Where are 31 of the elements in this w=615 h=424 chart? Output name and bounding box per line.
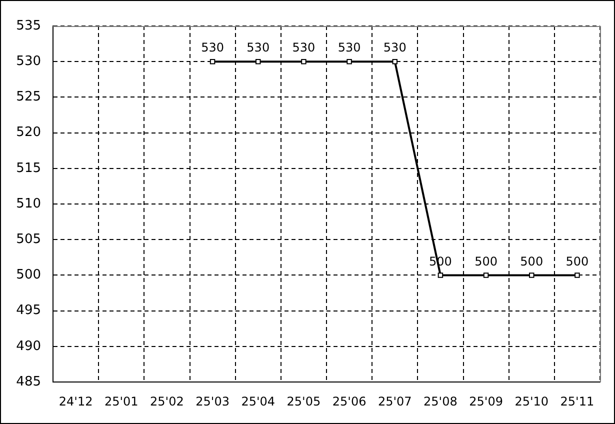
y-tick-label: 500 bbox=[16, 268, 41, 283]
y-tick-label: 535 bbox=[16, 18, 41, 34]
y-tick-label: 510 bbox=[16, 196, 41, 212]
x-tick-label: 25'05 bbox=[286, 394, 321, 408]
x-tick-label: 25'09 bbox=[469, 394, 503, 408]
y-tick-label: 520 bbox=[16, 125, 41, 140]
x-tick-label: 25'07 bbox=[378, 394, 412, 408]
x-tick-label: 25'06 bbox=[332, 394, 366, 408]
y-tick-label: 490 bbox=[16, 338, 41, 354]
y-tick-label: 495 bbox=[16, 303, 41, 318]
data-label: 530 bbox=[383, 40, 406, 55]
y-tick-label: 525 bbox=[16, 90, 41, 105]
x-tick-label: 25'08 bbox=[424, 394, 458, 408]
x-tick-label: 25'03 bbox=[196, 394, 230, 408]
data-label: 530 bbox=[338, 40, 361, 55]
y-tick-label: 530 bbox=[16, 54, 41, 69]
x-tick-label: 25'01 bbox=[104, 394, 138, 408]
x-tick-label: 25'11 bbox=[560, 394, 594, 408]
data-label: 500 bbox=[520, 254, 544, 268]
y-tick-label: 505 bbox=[16, 232, 41, 247]
x-tick-label: 24'12 bbox=[58, 394, 93, 408]
data-label: 500 bbox=[566, 254, 589, 268]
x-tick-label: 25'10 bbox=[514, 394, 549, 408]
x-tick-label: 25'02 bbox=[150, 394, 184, 408]
y-tick-label: 485 bbox=[16, 374, 41, 390]
data-label: 530 bbox=[246, 40, 270, 55]
x-tick-label: 25'04 bbox=[241, 394, 276, 408]
data-label: 530 bbox=[292, 40, 316, 55]
y-tick-label: 515 bbox=[16, 160, 41, 176]
data-label: 530 bbox=[201, 40, 224, 55]
data-label: 500 bbox=[474, 254, 498, 268]
